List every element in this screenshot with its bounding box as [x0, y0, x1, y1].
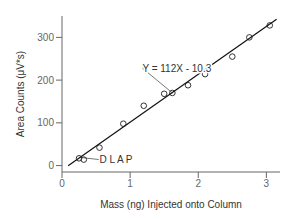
- svg-text:Y = 112X - 10.3: Y = 112X - 10.3: [142, 63, 211, 74]
- svg-text:300: 300: [37, 32, 54, 43]
- svg-text:3: 3: [264, 178, 270, 189]
- svg-text:0: 0: [48, 160, 54, 171]
- svg-text:D L A P: D L A P: [99, 154, 132, 165]
- svg-text:2: 2: [195, 178, 201, 189]
- svg-text:Area Counts (μV*s): Area Counts (μV*s): [15, 51, 26, 137]
- svg-text:1: 1: [127, 178, 133, 189]
- svg-text:200: 200: [37, 75, 54, 86]
- svg-text:0: 0: [59, 178, 65, 189]
- svg-text:Mass (ng) Injected onto Column: Mass (ng) Injected onto Column: [100, 199, 242, 210]
- svg-text:100: 100: [37, 117, 54, 128]
